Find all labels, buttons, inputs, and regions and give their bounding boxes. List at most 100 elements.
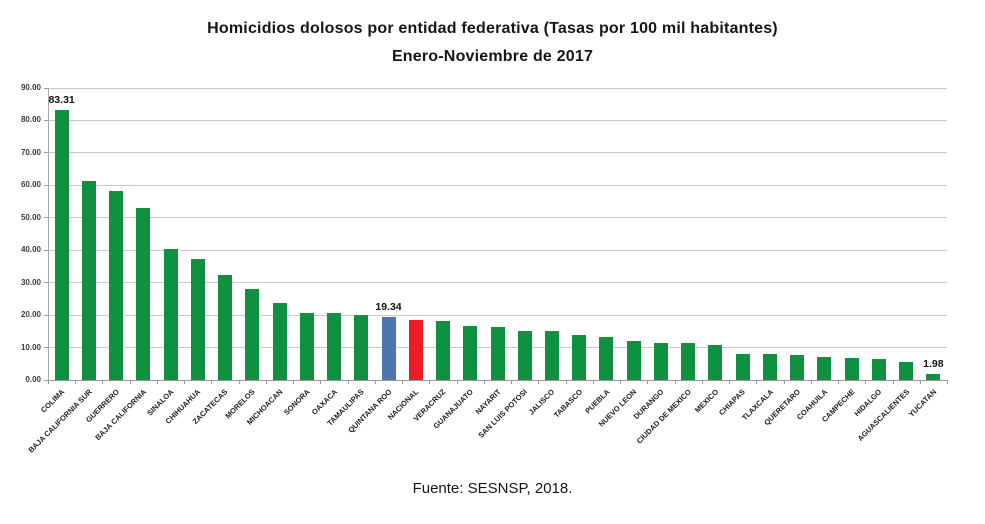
x-tick-24	[701, 380, 703, 384]
data-label-quintana-roo: 19.34	[375, 301, 402, 314]
bar-guerrero	[109, 191, 124, 380]
bar-ciudad-de-mexico	[681, 343, 696, 380]
bar-quintana-roo	[381, 317, 396, 380]
y-tick-90	[44, 87, 48, 89]
bar-durango	[653, 343, 668, 380]
gridline-y-20	[48, 314, 947, 316]
x-tick-8	[265, 380, 267, 384]
y-tick-70	[44, 152, 48, 154]
x-axis-line	[48, 380, 947, 381]
x-tick-1	[75, 380, 77, 384]
x-tick-7	[238, 380, 240, 384]
y-tick-80	[44, 119, 48, 121]
bar-veracruz	[436, 320, 450, 380]
bar-aguascalientes	[899, 362, 914, 380]
x-tick-21	[620, 380, 622, 384]
x-axis-label-aguascalientes: AGUASCALIENTES	[855, 387, 911, 443]
bar-tamaulipas	[354, 314, 369, 380]
y-axis-label-90: 90.00	[20, 83, 41, 92]
gridline-y-50	[48, 217, 947, 219]
chart-title-line1: Homicidios dolosos por entidad federativ…	[207, 20, 778, 37]
source-caption: Fuente: SESNSP, 2018.	[412, 480, 573, 497]
y-tick-10	[44, 347, 48, 349]
bar-tabasco	[572, 334, 587, 380]
y-axis-label-80: 80.00	[20, 115, 41, 125]
y-tick-0	[44, 379, 48, 381]
y-axis-label-30: 30.00	[20, 277, 41, 287]
x-tick-30	[865, 380, 867, 384]
y-tick-40	[44, 249, 48, 251]
x-tick-15	[456, 380, 458, 384]
bar-michoacan	[272, 303, 287, 380]
x-tick-33	[947, 380, 948, 384]
y-tick-50	[44, 217, 48, 219]
gridline-y-90	[48, 87, 947, 89]
bar-chiapas	[735, 353, 750, 380]
bar-guanajuato	[463, 325, 478, 380]
bar-sinaloa	[163, 248, 178, 380]
y-axis-line	[48, 88, 49, 380]
x-axis-label-san-luis-potosi: SAN LUIS POTOSI	[476, 387, 530, 440]
bar-baja-california-sur	[81, 181, 96, 380]
x-tick-20	[592, 380, 594, 384]
x-tick-4	[156, 380, 158, 384]
x-tick-32	[919, 380, 921, 384]
x-tick-26	[756, 380, 758, 384]
x-tick-12	[374, 380, 376, 384]
bar-san-luis-potosi	[517, 331, 532, 380]
bar-queretaro	[790, 354, 805, 380]
y-axis-label-20: 20.00	[20, 310, 41, 320]
x-tick-10	[320, 380, 322, 384]
x-axis-label-sonora: SONORA	[281, 387, 312, 417]
y-axis-label-40: 40.00	[20, 245, 41, 255]
x-tick-22	[647, 380, 649, 384]
gridline-y-40	[48, 249, 947, 251]
y-axis-label-60: 60.00	[20, 180, 41, 190]
gridline-y-70	[48, 152, 947, 154]
x-tick-6	[211, 380, 213, 384]
x-axis-label-baja-california: BAJA CALIFORNIA	[93, 387, 149, 443]
bar-nayarit	[490, 327, 505, 380]
y-axis-label-10: 10.00	[20, 342, 41, 352]
x-axis-label-tabasco: TABASCO	[551, 387, 584, 420]
x-tick-25	[729, 380, 731, 384]
y-axis-label-0: 0.00	[25, 375, 41, 384]
bar-hidalgo	[871, 359, 886, 380]
bar-chihuahua	[190, 258, 205, 380]
x-tick-0	[48, 380, 49, 384]
x-tick-16	[483, 380, 485, 384]
x-tick-14	[429, 380, 431, 384]
x-axis-label-ciudad-de-mexico: CIUDAD DE MEXICO	[634, 387, 693, 446]
gridline-y-60	[48, 184, 947, 186]
bar-campeche	[844, 357, 859, 380]
y-tick-60	[44, 184, 48, 186]
bar-coahuila	[817, 356, 832, 380]
data-label-yucatan: 1.98	[923, 357, 944, 370]
x-tick-18	[538, 380, 540, 384]
bar-mexico	[708, 344, 723, 380]
x-tick-5	[184, 380, 186, 384]
bar-yucatan	[926, 373, 941, 380]
x-tick-3	[129, 380, 131, 384]
x-tick-11	[347, 380, 349, 384]
x-tick-13	[402, 380, 404, 384]
bar-zacatecas	[218, 275, 233, 380]
bar-nacional	[408, 319, 423, 380]
y-axis-label-70: 70.00	[20, 147, 41, 157]
bar-baja-california	[136, 208, 151, 380]
y-tick-30	[44, 282, 48, 284]
x-tick-31	[892, 380, 894, 384]
x-tick-19	[565, 380, 567, 384]
gridline-y-30	[48, 282, 947, 284]
x-tick-9	[293, 380, 295, 384]
bar-jalisco	[544, 331, 559, 380]
chart-title-line2: Enero-Noviembre de 2017	[391, 48, 594, 65]
y-axis-label-50: 50.00	[20, 212, 41, 222]
x-tick-27	[783, 380, 785, 384]
bar-tlaxcala	[762, 353, 777, 380]
bar-oaxaca	[327, 312, 342, 380]
x-axis-label-yucatan: YUCATAN	[906, 387, 939, 419]
bar-nuevo-leon	[626, 341, 641, 380]
